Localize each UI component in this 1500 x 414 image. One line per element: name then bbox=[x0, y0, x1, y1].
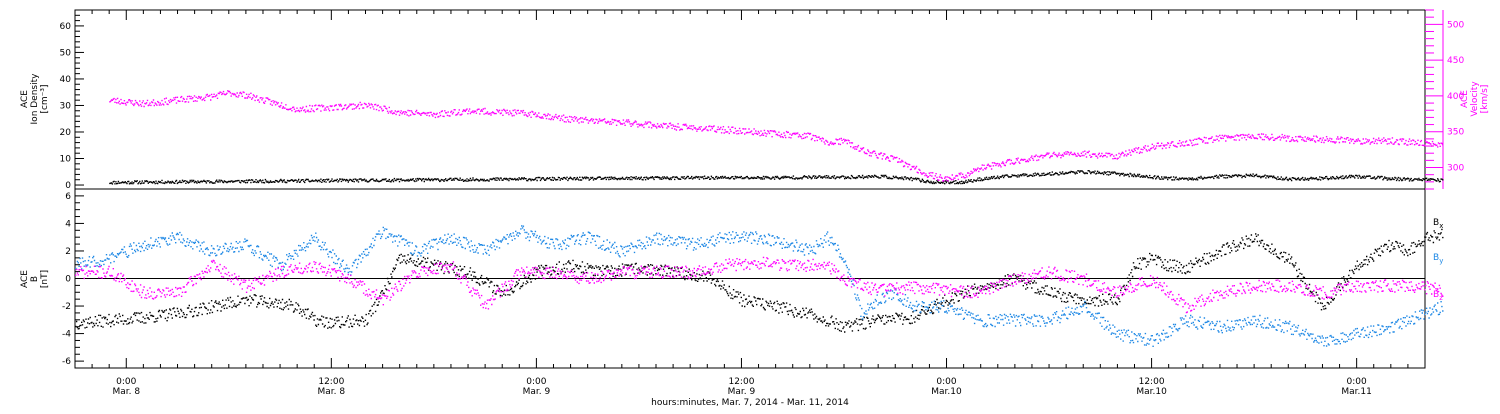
bz-series bbox=[75, 256, 1444, 314]
b-tick-label: 0 bbox=[65, 275, 71, 285]
x-tick-date-label: Mar. 9 bbox=[728, 387, 756, 397]
density-ylabel-line: [cm⁻³] bbox=[40, 84, 50, 113]
bx-series-points bbox=[75, 228, 1444, 333]
x-tick-time-label: 0:00 bbox=[936, 377, 956, 387]
velocity-ylabel-line: ACE bbox=[1460, 90, 1470, 108]
b-ylabel-line: B bbox=[30, 276, 40, 282]
b-tick-label: -4 bbox=[62, 330, 71, 340]
b-tick-label: 6 bbox=[65, 192, 71, 202]
x-tick-time-label: 0:00 bbox=[116, 377, 136, 387]
density-ylabel: ACE Ion Density [cm⁻³] bbox=[20, 73, 50, 125]
density-tick-label: 20 bbox=[60, 128, 72, 138]
density-ylabel-line: Ion Density bbox=[30, 73, 40, 125]
density-series-points bbox=[109, 170, 1444, 185]
legend-bx: Bx bbox=[1433, 218, 1443, 230]
bz-series-points bbox=[75, 256, 1444, 314]
x-axis-title: hours:minutes, Mar. 7, 2014 - Mar. 11, 2… bbox=[651, 398, 849, 408]
x-tick-time-label: 0:00 bbox=[526, 377, 546, 387]
density-tick-label: 40 bbox=[60, 75, 72, 85]
b-ylabel: ACE B [nT] bbox=[20, 270, 50, 288]
velocity-series bbox=[109, 90, 1444, 182]
velocity-ylabel: ACE Velocity [km/s] bbox=[1460, 81, 1490, 117]
x-tick-time-label: 12:00 bbox=[318, 377, 344, 387]
velocity-tick-label: 350 bbox=[1447, 128, 1464, 138]
velocity-tick-label: 450 bbox=[1447, 56, 1464, 66]
x-tick-date-label: Mar.10 bbox=[931, 387, 962, 397]
x-tick-time-label: 0:00 bbox=[1347, 377, 1367, 387]
x-tick-date-label: Mar.11 bbox=[1341, 387, 1371, 397]
b-tick-label: 2 bbox=[65, 247, 71, 257]
density-tick-label: 0 bbox=[65, 181, 71, 191]
density-series bbox=[109, 170, 1444, 185]
velocity-tick-label: 500 bbox=[1447, 20, 1464, 30]
b-tick-label: 4 bbox=[65, 219, 71, 229]
x-tick-date-label: Mar.10 bbox=[1136, 387, 1167, 397]
b-ylabel-line: [nT] bbox=[40, 270, 50, 288]
density-tick-label: 50 bbox=[60, 48, 72, 58]
density-tick-label: 10 bbox=[60, 155, 72, 165]
b-tick-label: -2 bbox=[62, 302, 71, 312]
legend-by: By bbox=[1433, 253, 1443, 265]
velocity-series-points bbox=[109, 90, 1444, 182]
velocity-tick-label: 400 bbox=[1447, 92, 1464, 102]
x-tick-time-label: 12:00 bbox=[1139, 377, 1165, 387]
density-tick-label: 60 bbox=[60, 22, 72, 32]
x-tick-time-label: 12:00 bbox=[728, 377, 754, 387]
b-tick-label: -6 bbox=[62, 357, 71, 367]
velocity-ylabel-line: Velocity bbox=[1470, 81, 1480, 117]
legend-bz: Bz bbox=[1433, 290, 1443, 302]
bx-series bbox=[75, 228, 1444, 333]
x-tick-date-label: Mar. 8 bbox=[112, 387, 140, 397]
x-tick-date-label: Mar. 9 bbox=[523, 387, 551, 397]
density-ylabel-line: ACE bbox=[20, 90, 30, 108]
velocity-tick-label: 300 bbox=[1447, 164, 1464, 174]
by-series-points bbox=[75, 225, 1444, 347]
velocity-ylabel-line: [km/s] bbox=[1480, 85, 1490, 114]
b-ylabel-line: ACE bbox=[20, 270, 30, 288]
by-series bbox=[75, 225, 1444, 347]
density-tick-label: 30 bbox=[60, 101, 72, 111]
x-tick-date-label: Mar. 8 bbox=[318, 387, 346, 397]
